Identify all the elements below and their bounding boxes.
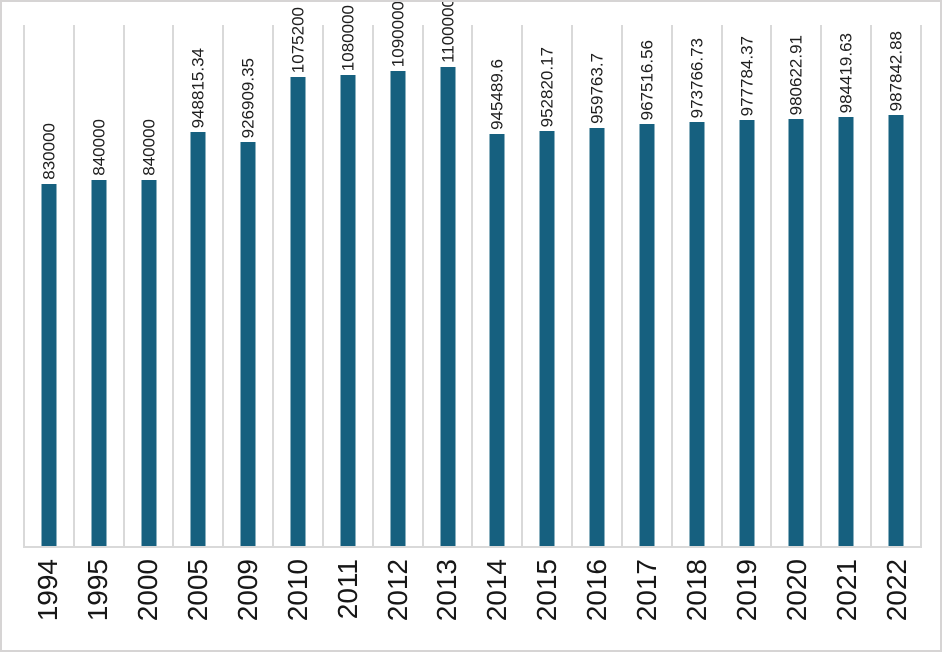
- x-tick-label-2010: 2010: [281, 559, 313, 622]
- category-cell-2014: 945489.6: [471, 25, 521, 546]
- category-cell-2010: 1075200: [272, 7, 322, 546]
- x-tick-label-2005: 2005: [181, 559, 213, 622]
- bar-2000: [141, 180, 157, 546]
- category-cell-1995: 840000: [72, 25, 123, 546]
- category-cell-2018: 973766.73: [670, 25, 721, 546]
- category-cell-2016: 959763.7: [571, 25, 621, 546]
- value-label-2017: 967516.56: [637, 39, 657, 120]
- x-tick-label-2018: 2018: [681, 559, 713, 622]
- x-tick-cell-2012: 2012: [373, 550, 423, 650]
- value-label-2005: 948815.34: [188, 47, 208, 128]
- value-label-2011: 1080000: [338, 4, 358, 71]
- bar-2013: [440, 67, 456, 546]
- bar-2017: [639, 124, 655, 546]
- category-cell-2012: 1090000: [371, 2, 422, 546]
- bar-2012: [390, 71, 406, 546]
- x-axis-labels: 1994 1995 2000 2005 2009 2010 2011 2012 2013 2014…: [23, 550, 922, 650]
- x-tick-label-2022: 2022: [880, 559, 912, 622]
- x-tick-cell-1995: 1995: [73, 550, 123, 650]
- x-tick-cell-2013: 2013: [423, 550, 473, 650]
- x-tick-cell-2019: 2019: [722, 550, 772, 650]
- x-tick-cell-2022: 2022: [872, 550, 922, 650]
- x-tick-label-2014: 2014: [481, 559, 513, 622]
- category-cell-2020: 980622.91: [770, 25, 820, 546]
- x-tick-label-2019: 2019: [731, 559, 763, 622]
- bar-2016: [589, 128, 605, 546]
- value-label-2021: 984419.63: [836, 32, 856, 113]
- category-cell-2015: 952820.17: [521, 25, 571, 546]
- x-tick-label-2009: 2009: [231, 559, 263, 622]
- x-tick-label-2011: 2011: [331, 559, 363, 620]
- x-tick-label-1995: 1995: [81, 559, 113, 622]
- bar-2021: [838, 117, 854, 546]
- value-label-2015: 952820.17: [537, 46, 557, 127]
- category-cell-2000: 840000: [122, 25, 173, 546]
- value-label-2016: 959763.7: [587, 53, 607, 124]
- x-tick-label-2000: 2000: [131, 559, 163, 622]
- x-tick-cell-2009: 2009: [223, 550, 273, 650]
- value-label-2009: 926909.35: [238, 57, 258, 138]
- x-tick-cell-2005: 2005: [173, 550, 223, 650]
- x-tick-label-2015: 2015: [531, 559, 563, 622]
- value-label-2014: 945489.6: [487, 59, 507, 130]
- x-tick-cell-1994: 1994: [23, 550, 73, 650]
- x-tick-label-2020: 2020: [781, 559, 813, 622]
- x-tick-cell-2016: 2016: [572, 550, 622, 650]
- x-tick-cell-2011: 2011: [323, 550, 373, 650]
- bar-2005: [190, 132, 206, 546]
- plot-area: 830000 840000 840000 948815.34 926909.35 1075…: [23, 2, 922, 548]
- bar-2014: [489, 134, 505, 546]
- x-tick-cell-2017: 2017: [622, 550, 672, 650]
- category-cell-2005: 948815.34: [172, 25, 222, 546]
- category-cell-2013: 1100000: [421, 2, 472, 546]
- value-label-2020: 980622.91: [786, 34, 806, 115]
- bar-2020: [788, 119, 804, 546]
- value-label-2013: 1100000: [438, 0, 458, 63]
- x-tick-cell-2010: 2010: [273, 550, 323, 650]
- bar-2009: [240, 142, 256, 546]
- x-tick-label-2017: 2017: [631, 559, 663, 622]
- bar-2019: [739, 120, 754, 546]
- x-tick-label-2021: 2021: [830, 559, 862, 622]
- category-cell-2021: 984419.63: [820, 25, 870, 546]
- x-tick-label-2016: 2016: [581, 559, 613, 622]
- category-cell-1994: 830000: [23, 25, 73, 546]
- x-tick-cell-2015: 2015: [522, 550, 572, 650]
- x-tick-cell-2021: 2021: [822, 550, 872, 650]
- x-tick-cell-2014: 2014: [472, 550, 522, 650]
- x-tick-cell-2020: 2020: [772, 550, 822, 650]
- x-tick-label-2012: 2012: [381, 559, 413, 622]
- value-label-2019: 977784.37: [737, 35, 756, 116]
- value-label-2012: 1090000: [388, 0, 408, 67]
- bar-1994: [41, 184, 57, 546]
- category-cell-2011: 1080000: [321, 5, 372, 546]
- category-cell-2009: 926909.35: [222, 25, 272, 546]
- x-tick-cell-2000: 2000: [123, 550, 173, 650]
- x-tick-label-2013: 2013: [431, 559, 463, 622]
- bar-2018: [689, 122, 705, 546]
- bar-2022: [888, 115, 904, 546]
- bar-2010: [290, 77, 306, 546]
- bar-2015: [539, 131, 555, 546]
- value-label-2022: 987842.88: [886, 30, 906, 111]
- bar-2011: [340, 75, 356, 546]
- bar-1995: [91, 180, 107, 546]
- x-tick-cell-2018: 2018: [672, 550, 722, 650]
- category-cell-2022: 987842.88: [870, 25, 922, 546]
- category-cell-2019: 977784.37: [720, 25, 771, 546]
- category-cell-2017: 967516.56: [620, 25, 671, 546]
- x-tick-label-1994: 1994: [31, 559, 63, 622]
- value-label-2018: 973766.73: [687, 37, 707, 118]
- value-label-2000: 840000: [139, 119, 159, 176]
- value-label-1995: 840000: [89, 119, 109, 176]
- value-label-2010: 1075200: [288, 6, 308, 73]
- value-label-1994: 830000: [39, 123, 59, 180]
